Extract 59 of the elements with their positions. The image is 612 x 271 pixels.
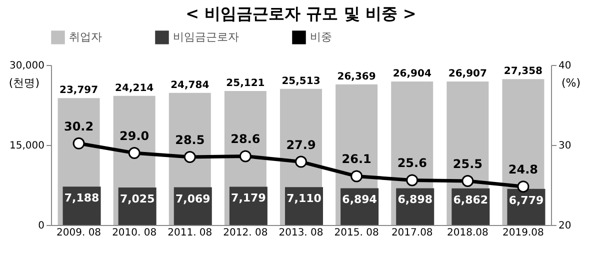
- data-label: 7,069: [175, 192, 210, 206]
- data-label: 27.9: [286, 138, 316, 152]
- data-label: 6,898: [398, 193, 433, 206]
- y2-tick-label: 20: [558, 220, 572, 232]
- point: [184, 151, 196, 163]
- legend-label: 비중: [310, 30, 332, 44]
- y-axis-title: (천명): [8, 76, 40, 90]
- legend-label: 비임금근로자: [173, 30, 239, 44]
- data-label: 26,904: [392, 68, 432, 80]
- x-tick-label: 2013. 08: [278, 228, 324, 238]
- point: [406, 174, 418, 186]
- data-label: 24.8: [508, 162, 538, 177]
- data-label: 24,784: [170, 80, 210, 91]
- y-tick-label: 15,000: [10, 140, 44, 152]
- x-tick-label: 2017.08: [391, 228, 433, 238]
- data-label: 26,907: [448, 68, 487, 80]
- data-label: 26,369: [337, 71, 376, 82]
- point: [295, 156, 307, 168]
- y2-axis-title: (%): [562, 76, 581, 90]
- data-label: 25,513: [282, 76, 320, 87]
- x-tick-label: 2012. 08: [223, 228, 268, 238]
- data-label: 28.6: [230, 132, 260, 146]
- y-tick-label: 30,000: [10, 60, 44, 72]
- data-label: 24,214: [115, 82, 154, 94]
- data-label: 6,779: [508, 194, 544, 207]
- x-tick-label: 2011. 08: [168, 228, 212, 238]
- point: [239, 150, 252, 162]
- data-label: 25.5: [452, 157, 482, 171]
- data-label: 25.6: [397, 156, 427, 170]
- x-tick-label: 2009. 08: [56, 228, 102, 238]
- x-tick-label: 2010. 08: [112, 228, 157, 238]
- legend-label: 취업자: [69, 30, 102, 44]
- point: [128, 147, 140, 159]
- bar: [229, 186, 268, 225]
- data-label: 6,862: [453, 193, 488, 206]
- data-label: 6,894: [342, 193, 378, 206]
- point: [517, 180, 530, 193]
- point: [72, 137, 85, 150]
- data-label: 30.2: [64, 119, 94, 134]
- y2-tick-label: 40: [558, 60, 572, 72]
- data-label: 7,110: [286, 192, 322, 206]
- data-label: 7,179: [231, 192, 266, 205]
- x-tick-label: 2019.08: [502, 228, 544, 238]
- data-label: 23,797: [59, 85, 98, 96]
- bar: [285, 187, 323, 225]
- y-tick-label: 0: [38, 220, 44, 232]
- y2-tick-label: 30: [558, 140, 572, 152]
- point: [462, 175, 474, 187]
- x-tick-label: 2015. 08: [334, 228, 379, 238]
- chart-title: < 비임금근로자 규모 및 비중 >: [186, 4, 416, 23]
- data-label: 28.5: [175, 133, 205, 147]
- data-label: 7,025: [120, 192, 155, 206]
- x-tick-label: 2018.08: [446, 228, 488, 238]
- data-label: 7,188: [64, 192, 100, 205]
- data-label: 27,358: [504, 66, 543, 78]
- data-label: 29.0: [120, 129, 150, 143]
- point: [350, 170, 363, 182]
- data-label: 26.1: [342, 152, 372, 166]
- data-label: 25,121: [226, 78, 265, 90]
